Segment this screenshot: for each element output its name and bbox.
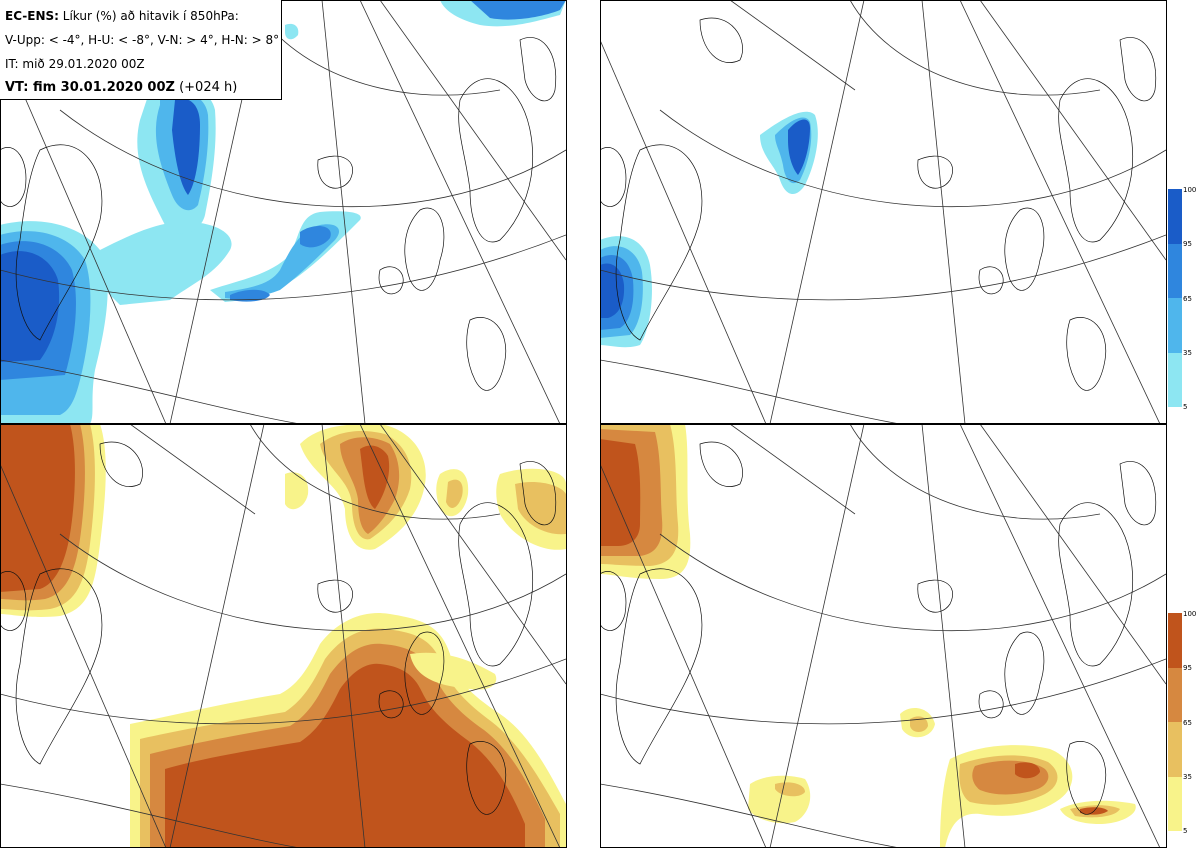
- map-panel-cold-strong: 100 95 65 35 5: [600, 0, 1200, 424]
- probability-map: [600, 424, 1166, 848]
- map-panel-warm-strong: 100 95 65 35 5: [600, 424, 1200, 848]
- colorbar-tick-65: 65: [1183, 295, 1192, 303]
- lead-time: (+024 h): [179, 80, 238, 95]
- colorbar-tick-95: 95: [1183, 240, 1192, 248]
- colorbar-tick-65: 65: [1183, 719, 1192, 727]
- coastlines: [600, 441, 1157, 815]
- model-name: EC-ENS:: [5, 9, 59, 23]
- legend-line-description: EC-ENS: Líkur (%) að hitavik í 850hPa:: [5, 4, 276, 28]
- probability-field: [600, 111, 818, 348]
- colorbar-tick-100: 100: [1183, 186, 1197, 194]
- map-legend: EC-ENS: Líkur (%) að hitavik í 850hPa: V…: [0, 0, 282, 100]
- colorbar-tick-5: 5: [1183, 403, 1188, 411]
- initial-time: IT: mið 29.01.2020 00Z: [5, 57, 145, 71]
- probability-map: [0, 0, 566, 424]
- map-panel-warm-moderate: 100 95 65 35 5: [0, 424, 566, 848]
- graticule: [0, 424, 566, 848]
- colorbar-cold: [1168, 189, 1182, 407]
- legend-line-valid: VT: fim 30.01.2020 00Z (+024 h): [5, 76, 276, 100]
- colorbar-tick-35: 35: [1183, 349, 1192, 357]
- map-panel-cold-moderate: 100 95 65 35 5: [0, 0, 566, 424]
- probability-field: [0, 0, 566, 424]
- colorbar-warm: [1168, 613, 1182, 831]
- colorbar-tick-35: 35: [1183, 773, 1192, 781]
- colorbar-tick-5: 5: [1183, 827, 1188, 835]
- threshold-text: V-Upp: < -4°, H-U: < -8°, V-N: > 4°, H-N…: [5, 33, 280, 47]
- valid-time: VT: fim 30.01.2020 00Z: [5, 80, 175, 95]
- colorbar-tick-100: 100: [1183, 610, 1197, 618]
- coastlines: [0, 441, 557, 815]
- coastlines: [0, 17, 557, 391]
- probability-field: [600, 424, 1136, 848]
- probability-map: [600, 0, 1166, 424]
- coastlines: [600, 17, 1157, 391]
- description: Líkur (%) að hitavik í 850hPa:: [62, 9, 239, 23]
- graticule: [600, 424, 1166, 848]
- colorbar-tick-95: 95: [1183, 664, 1192, 672]
- probability-map: [0, 424, 566, 848]
- graticule: [600, 0, 1166, 424]
- probability-field: [0, 424, 566, 848]
